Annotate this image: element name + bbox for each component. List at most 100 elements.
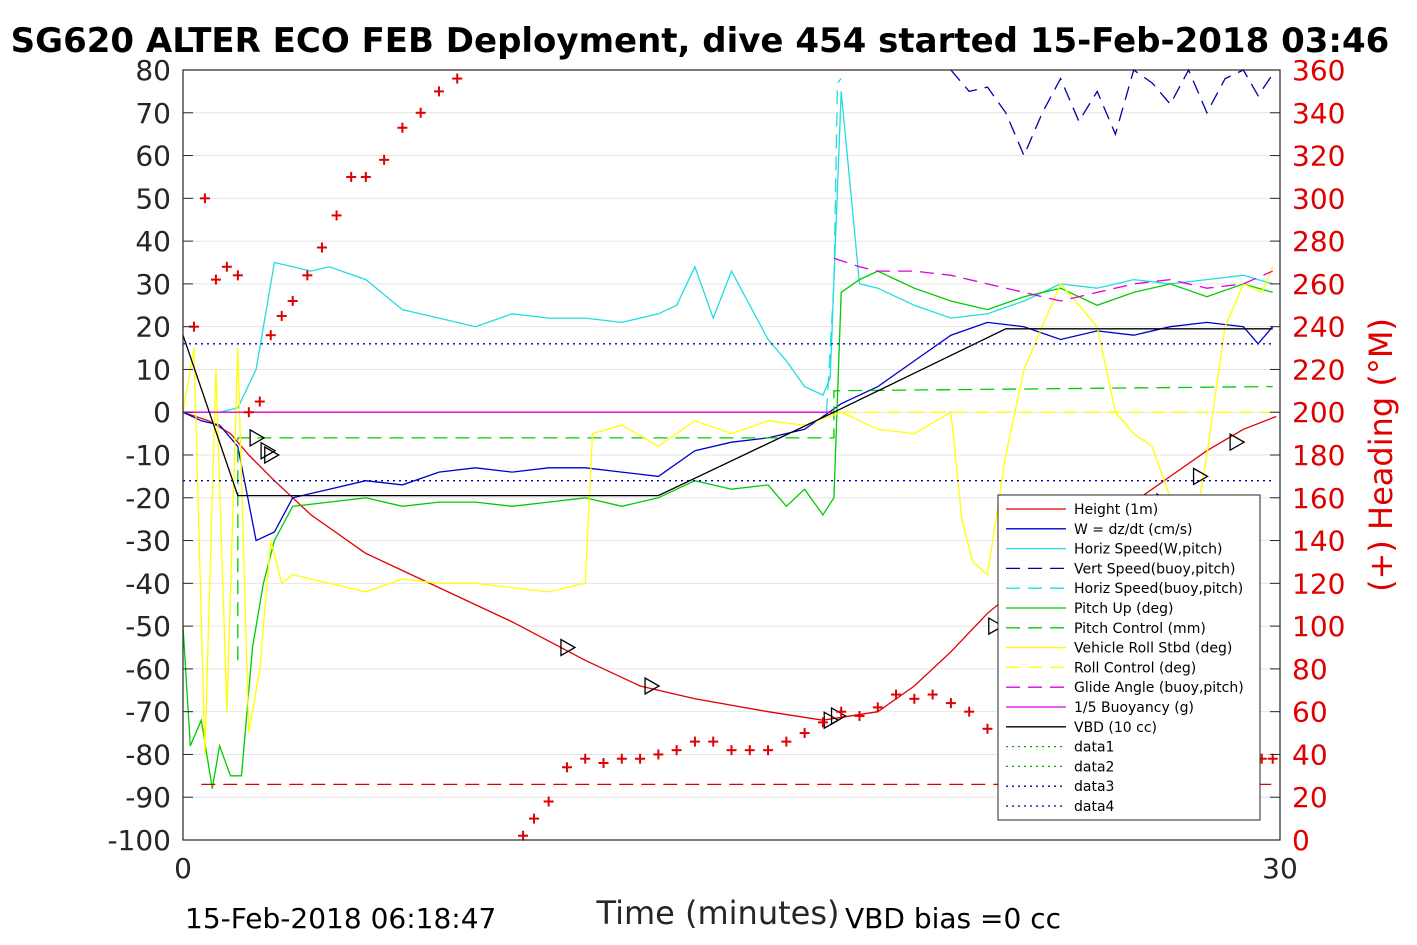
triangle-marker (644, 676, 661, 696)
series-line-9 (833, 257, 1273, 302)
triangle-marker (830, 706, 847, 726)
legend-label: Vert Speed(buoy,pitch) (1074, 561, 1236, 577)
legend-label: data1 (1074, 740, 1114, 756)
y-tick-label: -70 (125, 696, 171, 729)
y2-tick-label: 220 (1292, 353, 1345, 386)
y-axis-left: 80 70 60 50 40 30 20 10 0 -10 -20 -30 -40 -50 -60 -70 -8… (107, 54, 193, 857)
x-axis: 0 30 (174, 830, 1298, 885)
legend-label: Glide Angle (buoy,pitch) (1074, 680, 1244, 696)
triangle-marker (560, 638, 577, 657)
footer-timestamp: 15-Feb-2018 06:18:47 (185, 902, 496, 935)
y2-tick-label: 320 (1292, 140, 1345, 173)
y-tick-label: -60 (125, 653, 171, 686)
heading-marker (909, 693, 920, 704)
heading-marker (945, 698, 956, 709)
heading-marker (561, 762, 572, 773)
y2-tick-label: 20 (1292, 781, 1328, 814)
heading-marker (210, 274, 221, 285)
triangle-marker (249, 428, 266, 448)
heading-marker (360, 171, 371, 182)
heading-marker (781, 736, 792, 747)
heading-marker (529, 813, 540, 824)
triangle-marker (1192, 467, 1209, 486)
heading-marker (254, 396, 265, 407)
y-tick-label: 0 (153, 396, 171, 429)
y-tick-label: -30 (125, 525, 171, 558)
x-tick-label: 30 (1262, 852, 1298, 885)
legend-label: VBD (10 cc) (1074, 720, 1157, 736)
heading-marker (817, 717, 828, 728)
legend-label: Horiz Speed(buoy,pitch) (1074, 581, 1243, 597)
heading-marker (276, 310, 287, 321)
y-tick-label: -100 (107, 824, 171, 857)
heading-marker (891, 689, 902, 700)
chart-title: SG620 ALTER ECO FEB Deployment, dive 454… (11, 21, 1390, 61)
triangle-marker (988, 616, 1005, 636)
legend-label: data2 (1074, 759, 1114, 775)
heading-marker (689, 736, 700, 747)
x-axis-label: Time (minutes) (596, 894, 840, 932)
y-tick-label: 60 (135, 140, 171, 173)
heading-marker (1267, 753, 1278, 764)
heading-marker (302, 270, 313, 281)
series-line-11 (182, 328, 1273, 497)
y-tick-label: 50 (135, 182, 171, 215)
heading-marker (744, 745, 755, 756)
y-tick-label: 70 (135, 97, 171, 130)
x-tick-label: 0 (174, 852, 192, 885)
series-line-4 (825, 78, 842, 413)
y2-tick-label: 120 (1292, 567, 1345, 600)
y2-tick-label: 160 (1292, 482, 1345, 515)
heading-marker (708, 736, 719, 747)
y2-axis-label: (+) Heading (°M) (1362, 318, 1400, 592)
heading-marker (872, 702, 883, 713)
heading-marker (982, 723, 993, 734)
y-tick-label: -40 (125, 567, 171, 600)
heading-marker (799, 728, 810, 739)
y-tick-label: 80 (135, 54, 171, 87)
legend-label: data4 (1074, 799, 1115, 815)
heading-marker (199, 193, 210, 204)
y-tick-label: 40 (135, 225, 171, 258)
y2-tick-label: 0 (1292, 824, 1310, 857)
y-axis-right: 3603403203002802602402202001801601401201… (1270, 54, 1345, 857)
heading-marker (671, 745, 682, 756)
heading-marker (543, 796, 554, 807)
heading-marker (221, 261, 232, 272)
y2-tick-label: 200 (1292, 396, 1345, 429)
series-layer (182, 68, 1277, 789)
heading-marker (415, 107, 426, 118)
legend-label: Height (1m) (1074, 502, 1158, 518)
heading-marker (616, 753, 627, 764)
heading-marker (635, 753, 646, 764)
heading-marker (836, 706, 847, 717)
heading-marker (287, 296, 298, 306)
heading-marker (854, 710, 865, 721)
triangle-marker (260, 441, 277, 460)
y2-tick-label: 40 (1292, 738, 1328, 771)
series-line-5 (182, 270, 1273, 789)
triangle-marker (1229, 433, 1246, 452)
heading-marker (580, 753, 591, 764)
heading-marker (331, 210, 342, 221)
y-tick-label: 20 (135, 311, 171, 344)
y2-tick-label: 60 (1292, 696, 1328, 729)
y2-tick-label: 80 (1292, 653, 1328, 686)
y-tick-label: -80 (125, 738, 171, 771)
y2-tick-label: 260 (1292, 268, 1345, 301)
heading-marker (653, 749, 664, 760)
y-tick-label: -50 (125, 610, 171, 643)
heading-marker (964, 706, 975, 717)
legend-label: Pitch Control (mm) (1074, 621, 1206, 637)
series-line-2 (183, 91, 1273, 413)
heading-marker (243, 407, 254, 418)
y2-tick-label: 140 (1292, 525, 1345, 558)
legend-label: Pitch Up (deg) (1074, 601, 1173, 617)
heading-marker (433, 86, 444, 97)
legend-label: Horiz Speed(W,pitch) (1074, 542, 1222, 558)
y2-tick-label: 360 (1292, 54, 1345, 87)
triangle-marker (264, 445, 281, 465)
legend-label: data3 (1074, 779, 1114, 795)
heading-marker (346, 171, 357, 182)
heading-marker (598, 758, 609, 768)
